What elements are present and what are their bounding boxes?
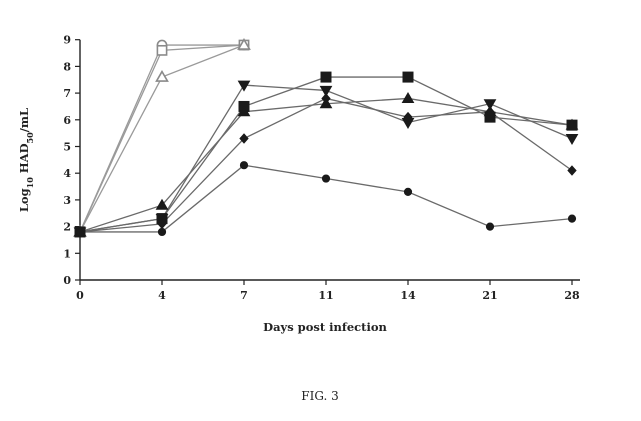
x-tick-label: 14 (400, 289, 416, 302)
data-point (321, 174, 331, 183)
y-tick-label: 6 (63, 114, 71, 127)
y-tick-label: 1 (63, 247, 71, 260)
data-point (485, 222, 495, 231)
axes: 0 1 2 3 4 5 6 7 8 9 0 4 7 11 14 21 28 (63, 34, 580, 302)
data-point (320, 71, 332, 83)
data-point (565, 133, 579, 145)
x-tick-label: 28 (564, 289, 580, 302)
data-point (565, 118, 579, 130)
y-tick-label: 3 (63, 194, 71, 207)
y-tick-label: 0 (63, 274, 71, 287)
y-tick-label: 2 (63, 221, 71, 234)
data-point (401, 91, 415, 103)
y-tick-label: 9 (63, 34, 71, 47)
data-point (319, 85, 333, 97)
x-axis-title: Days post infection (263, 320, 387, 334)
x-tick-label: 11 (318, 289, 333, 302)
data-point (485, 106, 495, 118)
y-tick-label: 4 (63, 167, 71, 180)
data-point (155, 69, 169, 82)
data-point (402, 71, 414, 83)
data-point (237, 105, 251, 117)
x-tick-label: 4 (158, 289, 166, 302)
data-point (567, 165, 577, 176)
data-point (321, 93, 331, 104)
data-point (403, 111, 413, 123)
x-tick-label: 7 (240, 289, 248, 302)
y-tick-label: 5 (63, 141, 71, 154)
x-tick-label: 0 (76, 289, 84, 302)
data-point (156, 44, 168, 56)
data-point (237, 80, 251, 92)
data-point (75, 227, 85, 237)
y-tick-label: 7 (63, 87, 71, 100)
data-point (239, 133, 249, 144)
data-point (567, 214, 577, 223)
data-point (157, 227, 167, 237)
series-markers-7 (75, 93, 577, 238)
data-point (483, 99, 497, 111)
data-point (403, 187, 413, 196)
x-tick-label: 21 (482, 289, 497, 302)
y-tick-label: 8 (63, 60, 71, 73)
data-point (237, 37, 251, 50)
figure-caption: FIG. 3 (301, 389, 339, 403)
series-markers-8 (75, 161, 577, 237)
data-point (155, 198, 169, 210)
data-point (239, 161, 249, 170)
y-axis-title: Log10 HAD50/mL (17, 108, 35, 212)
series-markers (73, 37, 579, 239)
